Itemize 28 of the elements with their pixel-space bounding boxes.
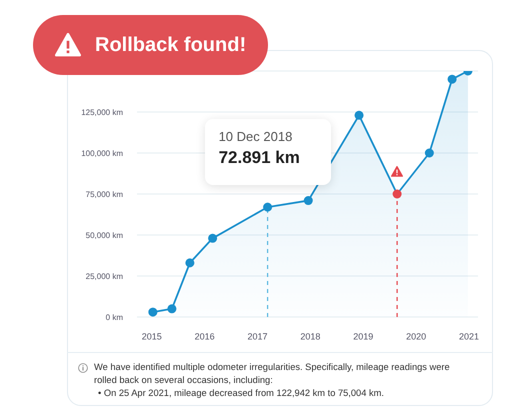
point [208,234,218,243]
alert-badge: Rollback found! [33,15,268,75]
y-tick-label: 75,000 km [86,190,124,199]
x-tick-label: 2015 [142,331,162,342]
point [392,190,402,198]
point [185,258,194,268]
x-tick-label: 2020 [406,331,426,342]
point [448,74,457,84]
y-tick-label: 25,000 km [86,272,124,281]
y-tick-label: 100,000 km [81,148,124,158]
text: • On 25 Apr 2021, mileage decreased from 122,942 km to 75,004 km. [98,388,384,398]
annotation: 10 Dec 2018 72.891 km [218,129,301,168]
text: We have identified multiple odometer irregularities. Specifically, mileage readings were rolled back on several occasions, including: [94,362,450,385]
x-tick-label: 2016 [194,331,215,342]
chart-title: Rollback found! [95,34,246,56]
point [354,110,364,120]
point [263,202,272,212]
point [148,308,158,317]
y-tick-label: 50,000 km [86,230,124,240]
x-tick-label: 2019 [353,331,374,342]
x-tick-label: 2021 [458,331,480,342]
x-tick-label: 2017 [248,331,268,342]
y-tick-label: 125,000 km [81,108,124,117]
y-tick-label: 0 km [106,312,124,322]
point [167,304,176,314]
x-tick-label: 2018 [300,331,320,342]
point [304,196,313,206]
point [424,148,434,158]
